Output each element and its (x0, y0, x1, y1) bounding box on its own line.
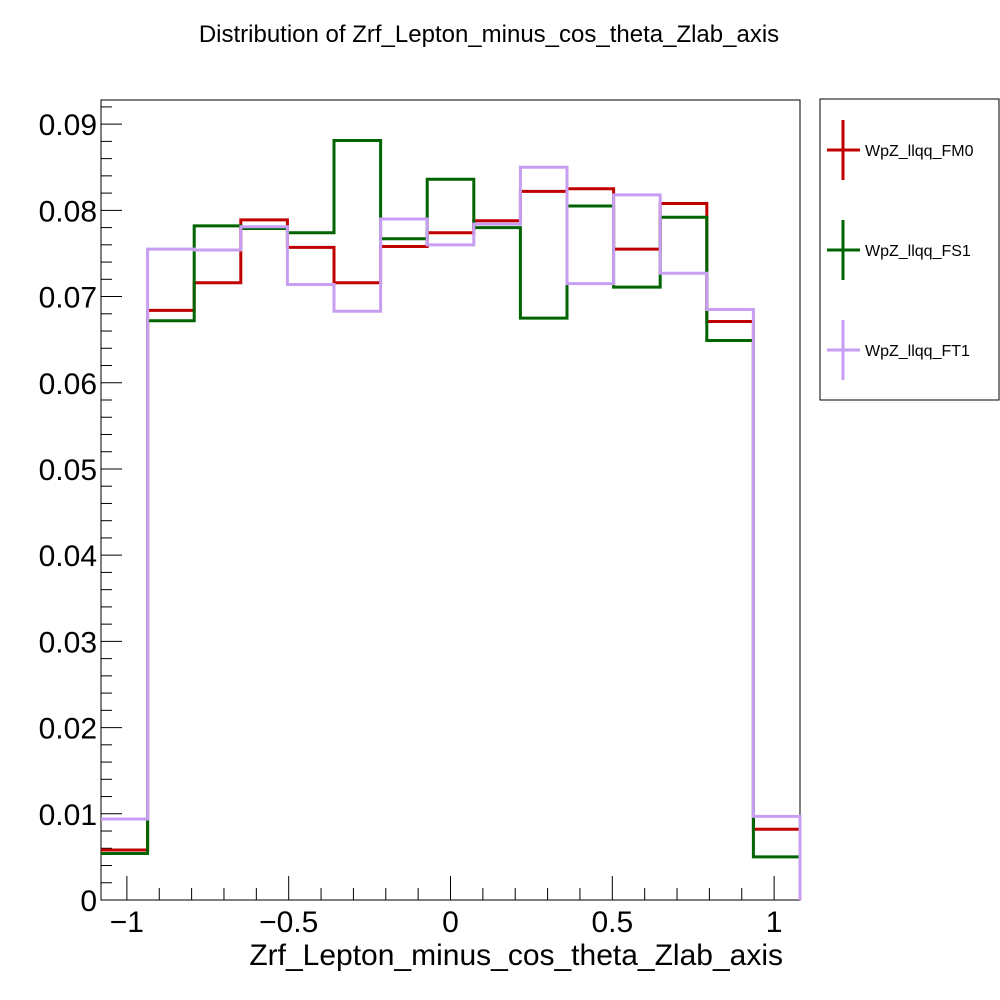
y-tick-label: 0.05 (39, 454, 97, 487)
plot-frame (100, 99, 801, 901)
legend-label: WpZ_llqq_FM0 (865, 143, 974, 160)
y-tick-label: 0.02 (39, 713, 97, 746)
legend-label: WpZ_llqq_FT1 (865, 343, 970, 360)
legend: WpZ_llqq_FM0 WpZ_llqq_FS1 WpZ_llqq_FT1 (827, 120, 974, 380)
y-tick-label: 0.06 (39, 368, 97, 401)
chart-title: Distribution of Zrf_Lepton_minus_cos_the… (199, 21, 779, 48)
legend-entry: WpZ_llqq_FM0 (827, 120, 974, 180)
legend-entry: WpZ_llqq_FT1 (827, 320, 970, 380)
histogram-line-WpZ_llqq_FM0 (101, 187, 802, 900)
histogram-series (101, 139, 802, 900)
y-tick-label: 0.08 (39, 195, 97, 228)
legend-entry: WpZ_llqq_FS1 (827, 220, 971, 280)
x-axis-ticks: −1 −0.5 0 0.5 1 (110, 876, 783, 939)
histogram-line-WpZ_llqq_FS1 (101, 139, 802, 900)
y-tick-label: 0 (80, 885, 97, 918)
histogram-line-WpZ_llqq_FT1 (101, 165, 802, 900)
x-tick-label: 0.5 (591, 906, 633, 939)
x-tick-label: 0 (442, 906, 459, 939)
y-tick-label: 0.07 (39, 282, 97, 315)
y-axis-ticks: 0 0.01 0.02 0.03 0.04 0.05 0.06 0.07 0.08 0.09 (39, 106, 122, 918)
y-tick-label: 0.01 (39, 799, 97, 832)
legend-label: WpZ_llqq_FS1 (865, 243, 971, 260)
x-tick-label: 1 (766, 906, 783, 939)
y-tick-label: 0.04 (39, 540, 97, 573)
x-axis-label: Zrf_Lepton_minus_cos_theta_Zlab_axis (249, 939, 783, 972)
y-tick-label: 0.09 (39, 109, 97, 142)
x-tick-label: −1 (110, 906, 144, 939)
y-tick-label: 0.03 (39, 626, 97, 659)
x-tick-label: −0.5 (259, 906, 318, 939)
